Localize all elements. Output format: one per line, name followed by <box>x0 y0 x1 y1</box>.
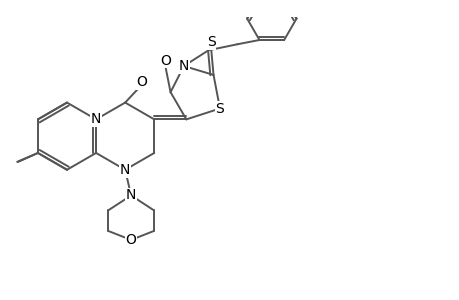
Text: N: N <box>120 163 130 177</box>
Text: S: S <box>215 101 224 116</box>
Text: O: O <box>125 233 136 247</box>
Text: O: O <box>160 54 171 68</box>
Text: S: S <box>206 35 215 49</box>
Text: N: N <box>126 188 136 203</box>
Text: N: N <box>179 59 189 73</box>
Text: N: N <box>91 112 101 126</box>
Text: N: N <box>91 112 101 126</box>
Text: O: O <box>136 75 147 89</box>
